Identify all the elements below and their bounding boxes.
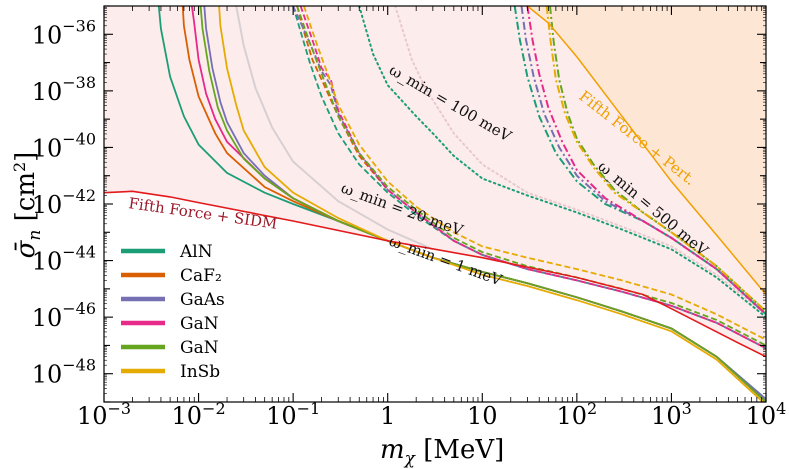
x-tick-label: 10−1: [266, 399, 320, 430]
y-axis-label: σ̄n [cm2]: [10, 152, 45, 259]
y-tick-label: 10−48: [32, 356, 96, 389]
sensitivity-curves: [104, 6, 766, 402]
y-tick-label: 10−44: [32, 243, 96, 276]
fifth-force-sidm-region: [104, 6, 766, 357]
legend-label: GaN: [180, 338, 219, 358]
curve-500mev-2: [526, 6, 766, 316]
curve-20mev-5: [303, 6, 766, 341]
y-tick-label: 10−40: [32, 129, 96, 162]
curve-100mev-1: [394, 6, 766, 316]
y-tick-label: 10−42: [32, 186, 96, 219]
y-tick-label: 10−36: [32, 16, 96, 49]
x-tick-label: 103: [651, 399, 692, 430]
curve-500mev-1: [520, 6, 766, 316]
curve-100mev-0: [358, 6, 766, 319]
y-tick-label: 10−46: [32, 299, 96, 332]
legend-label: InSb: [180, 362, 220, 382]
x-tick-label: 10−2: [172, 399, 226, 430]
x-axis-label: mχ [MeV]: [380, 435, 504, 469]
fifth-force-sidm-line: [104, 190, 766, 358]
legend-label: AlN: [179, 242, 213, 262]
x-tick-label: 10: [467, 402, 498, 430]
curve-500mev-4: [545, 6, 766, 313]
curve-20mev-3: [299, 6, 766, 350]
y-tick-label: 10−38: [32, 73, 96, 106]
x-tick-label: 10−3: [77, 399, 131, 430]
legend: AlN CaF₂ GaAs GaN GaN InSb: [121, 242, 225, 382]
curve-1mev-grey: [235, 6, 434, 251]
legend-label: GaAs: [180, 290, 225, 310]
x-tick-label: 102: [556, 399, 597, 430]
x-tick-label: 104: [746, 399, 787, 430]
legend-label: CaF₂: [180, 266, 222, 286]
axis-ticks: 10−3 10−2 10−1 1 10 102 103 104 10−36 10−38 10−40 1…: [32, 5, 787, 430]
curve-20mev-1: [296, 6, 766, 350]
x-tick-label: 1: [380, 402, 395, 430]
fifth-force-pert-line: [526, 6, 766, 295]
curve-1mev-4: [199, 6, 766, 402]
legend-label: GaN: [180, 314, 219, 334]
curve-20mev-4: [296, 6, 766, 347]
curve-500mev-0: [513, 6, 766, 316]
